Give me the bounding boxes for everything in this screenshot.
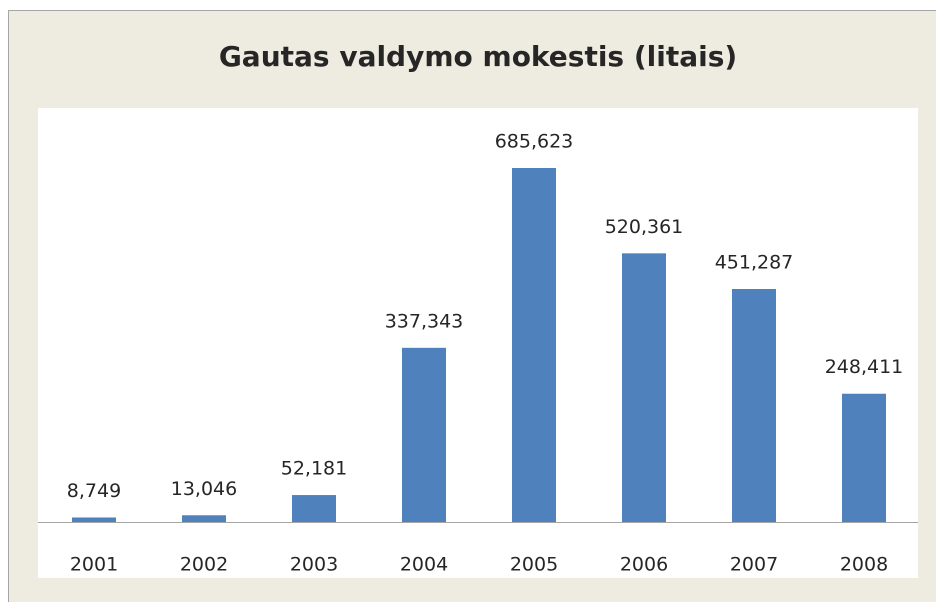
chart-title: Gautas valdymo mokestis (litais)	[219, 40, 737, 73]
x-tick-label: 2005	[510, 554, 558, 576]
bar	[622, 253, 666, 522]
bar	[182, 515, 226, 522]
data-label: 248,411	[825, 356, 904, 378]
x-tick-label: 2006	[620, 554, 668, 576]
x-tick-label: 2008	[840, 554, 888, 576]
bar	[72, 517, 116, 522]
data-label: 451,287	[715, 251, 794, 273]
bar	[402, 347, 446, 522]
bar	[842, 393, 886, 522]
data-label: 52,181	[281, 458, 347, 480]
data-label: 13,046	[171, 478, 237, 500]
data-label: 337,343	[385, 310, 464, 332]
bar	[512, 168, 556, 522]
bar	[292, 495, 336, 522]
data-label: 8,749	[67, 480, 121, 502]
x-tick-label: 2003	[290, 554, 338, 576]
x-tick-label: 2001	[70, 554, 118, 576]
x-tick-label: 2007	[730, 554, 778, 576]
bar	[732, 288, 776, 522]
data-label: 520,361	[605, 216, 684, 238]
x-tick-label: 2002	[180, 554, 228, 576]
data-label: 685,623	[495, 131, 574, 153]
x-tick-label: 2004	[400, 554, 448, 576]
plot-area	[38, 108, 918, 578]
